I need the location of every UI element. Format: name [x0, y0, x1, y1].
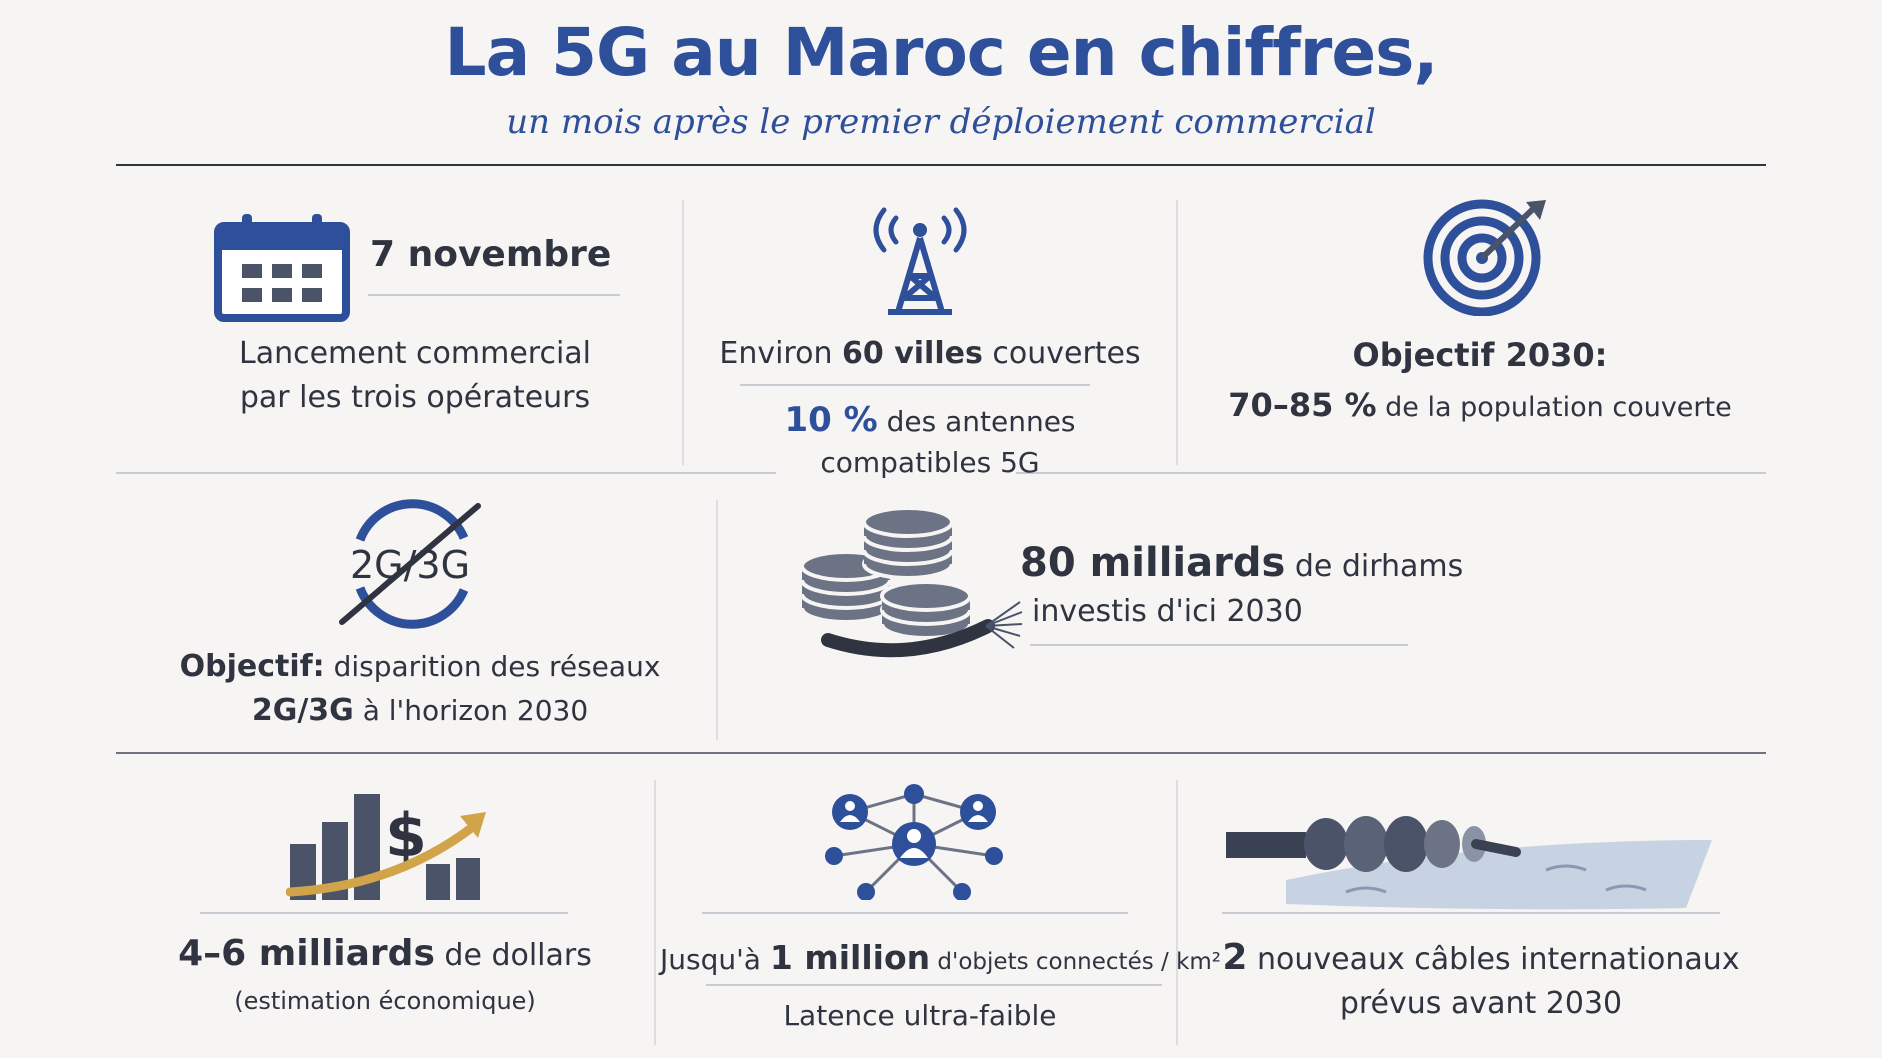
- submarine-cable-icon: [1226, 800, 1712, 912]
- 2g-3g-crossed-icon: 2G/3G: [330, 498, 490, 630]
- coverage-antennas: 10 % des antennes compatibles 5G: [784, 400, 1076, 479]
- launch-text: Lancement commercial par les trois opéra…: [238, 336, 592, 415]
- cables-deadline: prévus avant 2030: [1339, 986, 1623, 1021]
- iot-density: Jusqu'à 1 million d'objets connectés / k…: [660, 938, 1222, 977]
- divider: [654, 780, 656, 1045]
- growth-dollar-icon: $: [286, 786, 492, 904]
- antenna-tower-icon: [858, 200, 982, 318]
- coverage-cities: Environ 60 villes couvertes: [719, 336, 1141, 371]
- divider: [716, 500, 718, 740]
- divider: [682, 200, 684, 465]
- divider: [1176, 780, 1178, 1045]
- divider: [1030, 644, 1408, 646]
- network-users-icon: [822, 782, 1006, 900]
- cables-text: 2 nouveaux câbles internationaux: [1222, 937, 1740, 978]
- divider: [706, 984, 1162, 986]
- legacy-text: Objectif: disparition des réseaux 2G/3G …: [179, 649, 661, 728]
- divider: [368, 294, 620, 296]
- iot-latency: Latence ultra-faible: [783, 999, 1057, 1032]
- target-icon: [1422, 198, 1552, 316]
- header-divider: [116, 164, 1766, 166]
- investment-text: investis d'ici 2030: [1032, 594, 1303, 629]
- divider: [702, 912, 1128, 914]
- divider: [740, 384, 1090, 386]
- goal-heading: Objectif 2030:: [1352, 336, 1608, 374]
- divider: [1222, 912, 1720, 914]
- divider: [1016, 472, 1766, 474]
- investment-amount: 80 milliards de dirhams: [1020, 540, 1464, 586]
- launch-date: 7 novembre: [370, 234, 612, 275]
- calendar-icon: [214, 212, 350, 322]
- divider: [116, 752, 1766, 754]
- divider: [1176, 200, 1178, 465]
- page-title: La 5G au Maroc en chiffres,: [444, 14, 1439, 91]
- economy-amount: 4–6 milliards de dollars: [178, 933, 592, 974]
- goal-text: 70–85 % de la population couverte: [1228, 386, 1732, 424]
- coins-cable-icon: [798, 502, 1024, 666]
- divider: [200, 912, 568, 914]
- page-subtitle: un mois après le premier déploiement com…: [506, 102, 1376, 142]
- divider: [116, 472, 776, 474]
- economy-note: (estimation économique): [234, 987, 536, 1015]
